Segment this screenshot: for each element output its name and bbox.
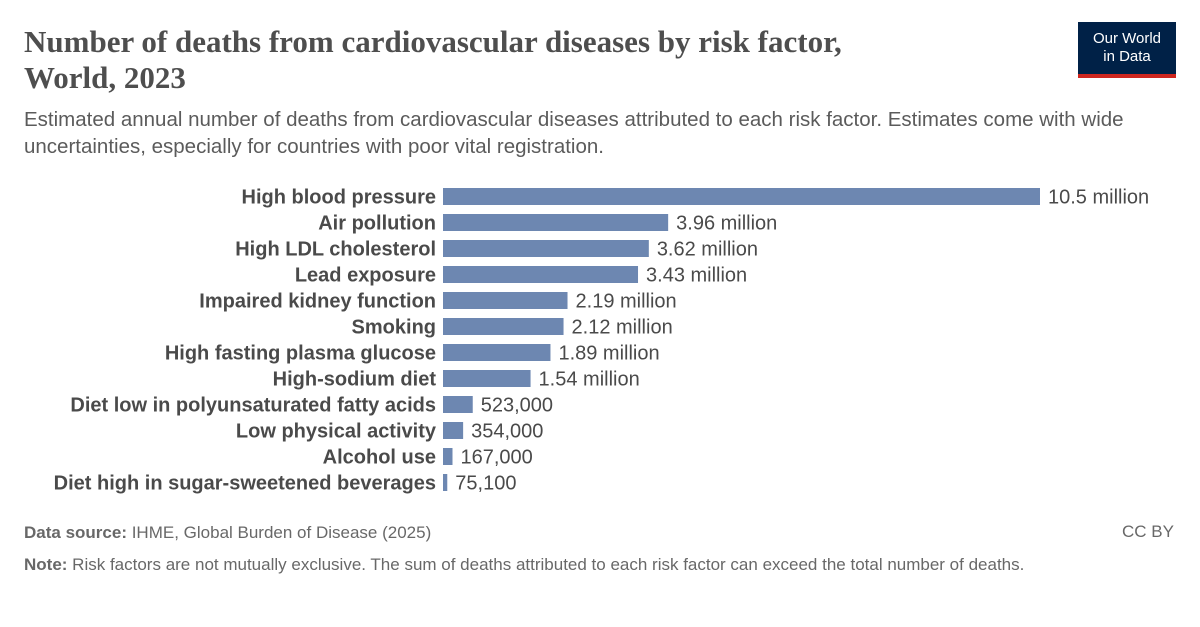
category-label: Smoking [352, 317, 436, 339]
bar[interactable] [443, 240, 649, 257]
value-label: 3.96 million [676, 213, 777, 235]
value-label: 167,000 [460, 447, 532, 469]
category-label: High fasting plasma glucose [165, 343, 436, 365]
category-label: Low physical activity [236, 421, 437, 443]
bar[interactable] [443, 318, 564, 335]
chart-subtitle: Estimated annual number of deaths from c… [24, 108, 1124, 158]
data-source-label: Data source: [24, 523, 127, 542]
value-label: 2.19 million [576, 291, 677, 313]
note: Note: Risk factors are not mutually excl… [24, 554, 1164, 576]
note-label: Note: [24, 555, 68, 574]
value-label: 354,000 [471, 421, 543, 443]
data-source: Data source: IHME, Global Burden of Dise… [24, 522, 431, 544]
our-world-in-data-logo[interactable]: Our World in Data [1078, 22, 1176, 78]
value-label: 523,000 [481, 395, 553, 417]
bar[interactable] [443, 266, 639, 283]
category-label: Diet high in sugar-sweetened beverages [54, 473, 436, 495]
bar[interactable] [443, 396, 473, 413]
value-label: 2.12 million [572, 317, 673, 339]
license-link[interactable]: CC BY [1122, 522, 1174, 541]
chart-title: Number of deaths from cardiovascular dis… [24, 24, 1044, 96]
value-label: 3.43 million [646, 265, 747, 287]
bar[interactable] [443, 448, 453, 465]
bar[interactable] [443, 422, 464, 439]
category-label: Lead exposure [295, 265, 436, 287]
category-label: High blood pressure [242, 187, 436, 209]
data-source-link[interactable]: IHME, Global Burden of Disease (2025) [126, 523, 432, 542]
value-label: 1.89 million [558, 343, 659, 365]
bar[interactable] [443, 370, 531, 387]
logo-line-1: Our World [1092, 30, 1162, 47]
chart-title-line-2: World, 2023 [24, 60, 186, 95]
bar[interactable] [443, 292, 568, 309]
logo-line-2: in Data [1103, 48, 1151, 65]
category-label: High LDL cholesterol [235, 239, 436, 261]
bar[interactable] [443, 474, 448, 491]
category-label: Air pollution [318, 213, 436, 235]
category-label: Diet low in polyunsaturated fatty acids [70, 395, 436, 417]
value-label: 75,100 [455, 473, 516, 495]
value-label: 3.62 million [657, 239, 758, 261]
bar-chart: High blood pressure 10.5 million Air pollu… [54, 187, 1150, 495]
note-text: Risk factors are not mutually exclusive.… [67, 555, 1025, 574]
chart-title-line-1: Number of deaths from cardiovascular dis… [24, 24, 842, 59]
category-label: Impaired kidney function [199, 291, 436, 313]
category-label: High-sodium diet [273, 369, 437, 391]
bar[interactable] [443, 214, 669, 231]
value-label: 1.54 million [539, 369, 640, 391]
value-label: 10.5 million [1048, 187, 1149, 209]
bar[interactable] [443, 344, 551, 361]
category-label: Alcohol use [323, 447, 436, 469]
bar[interactable] [443, 188, 1040, 205]
